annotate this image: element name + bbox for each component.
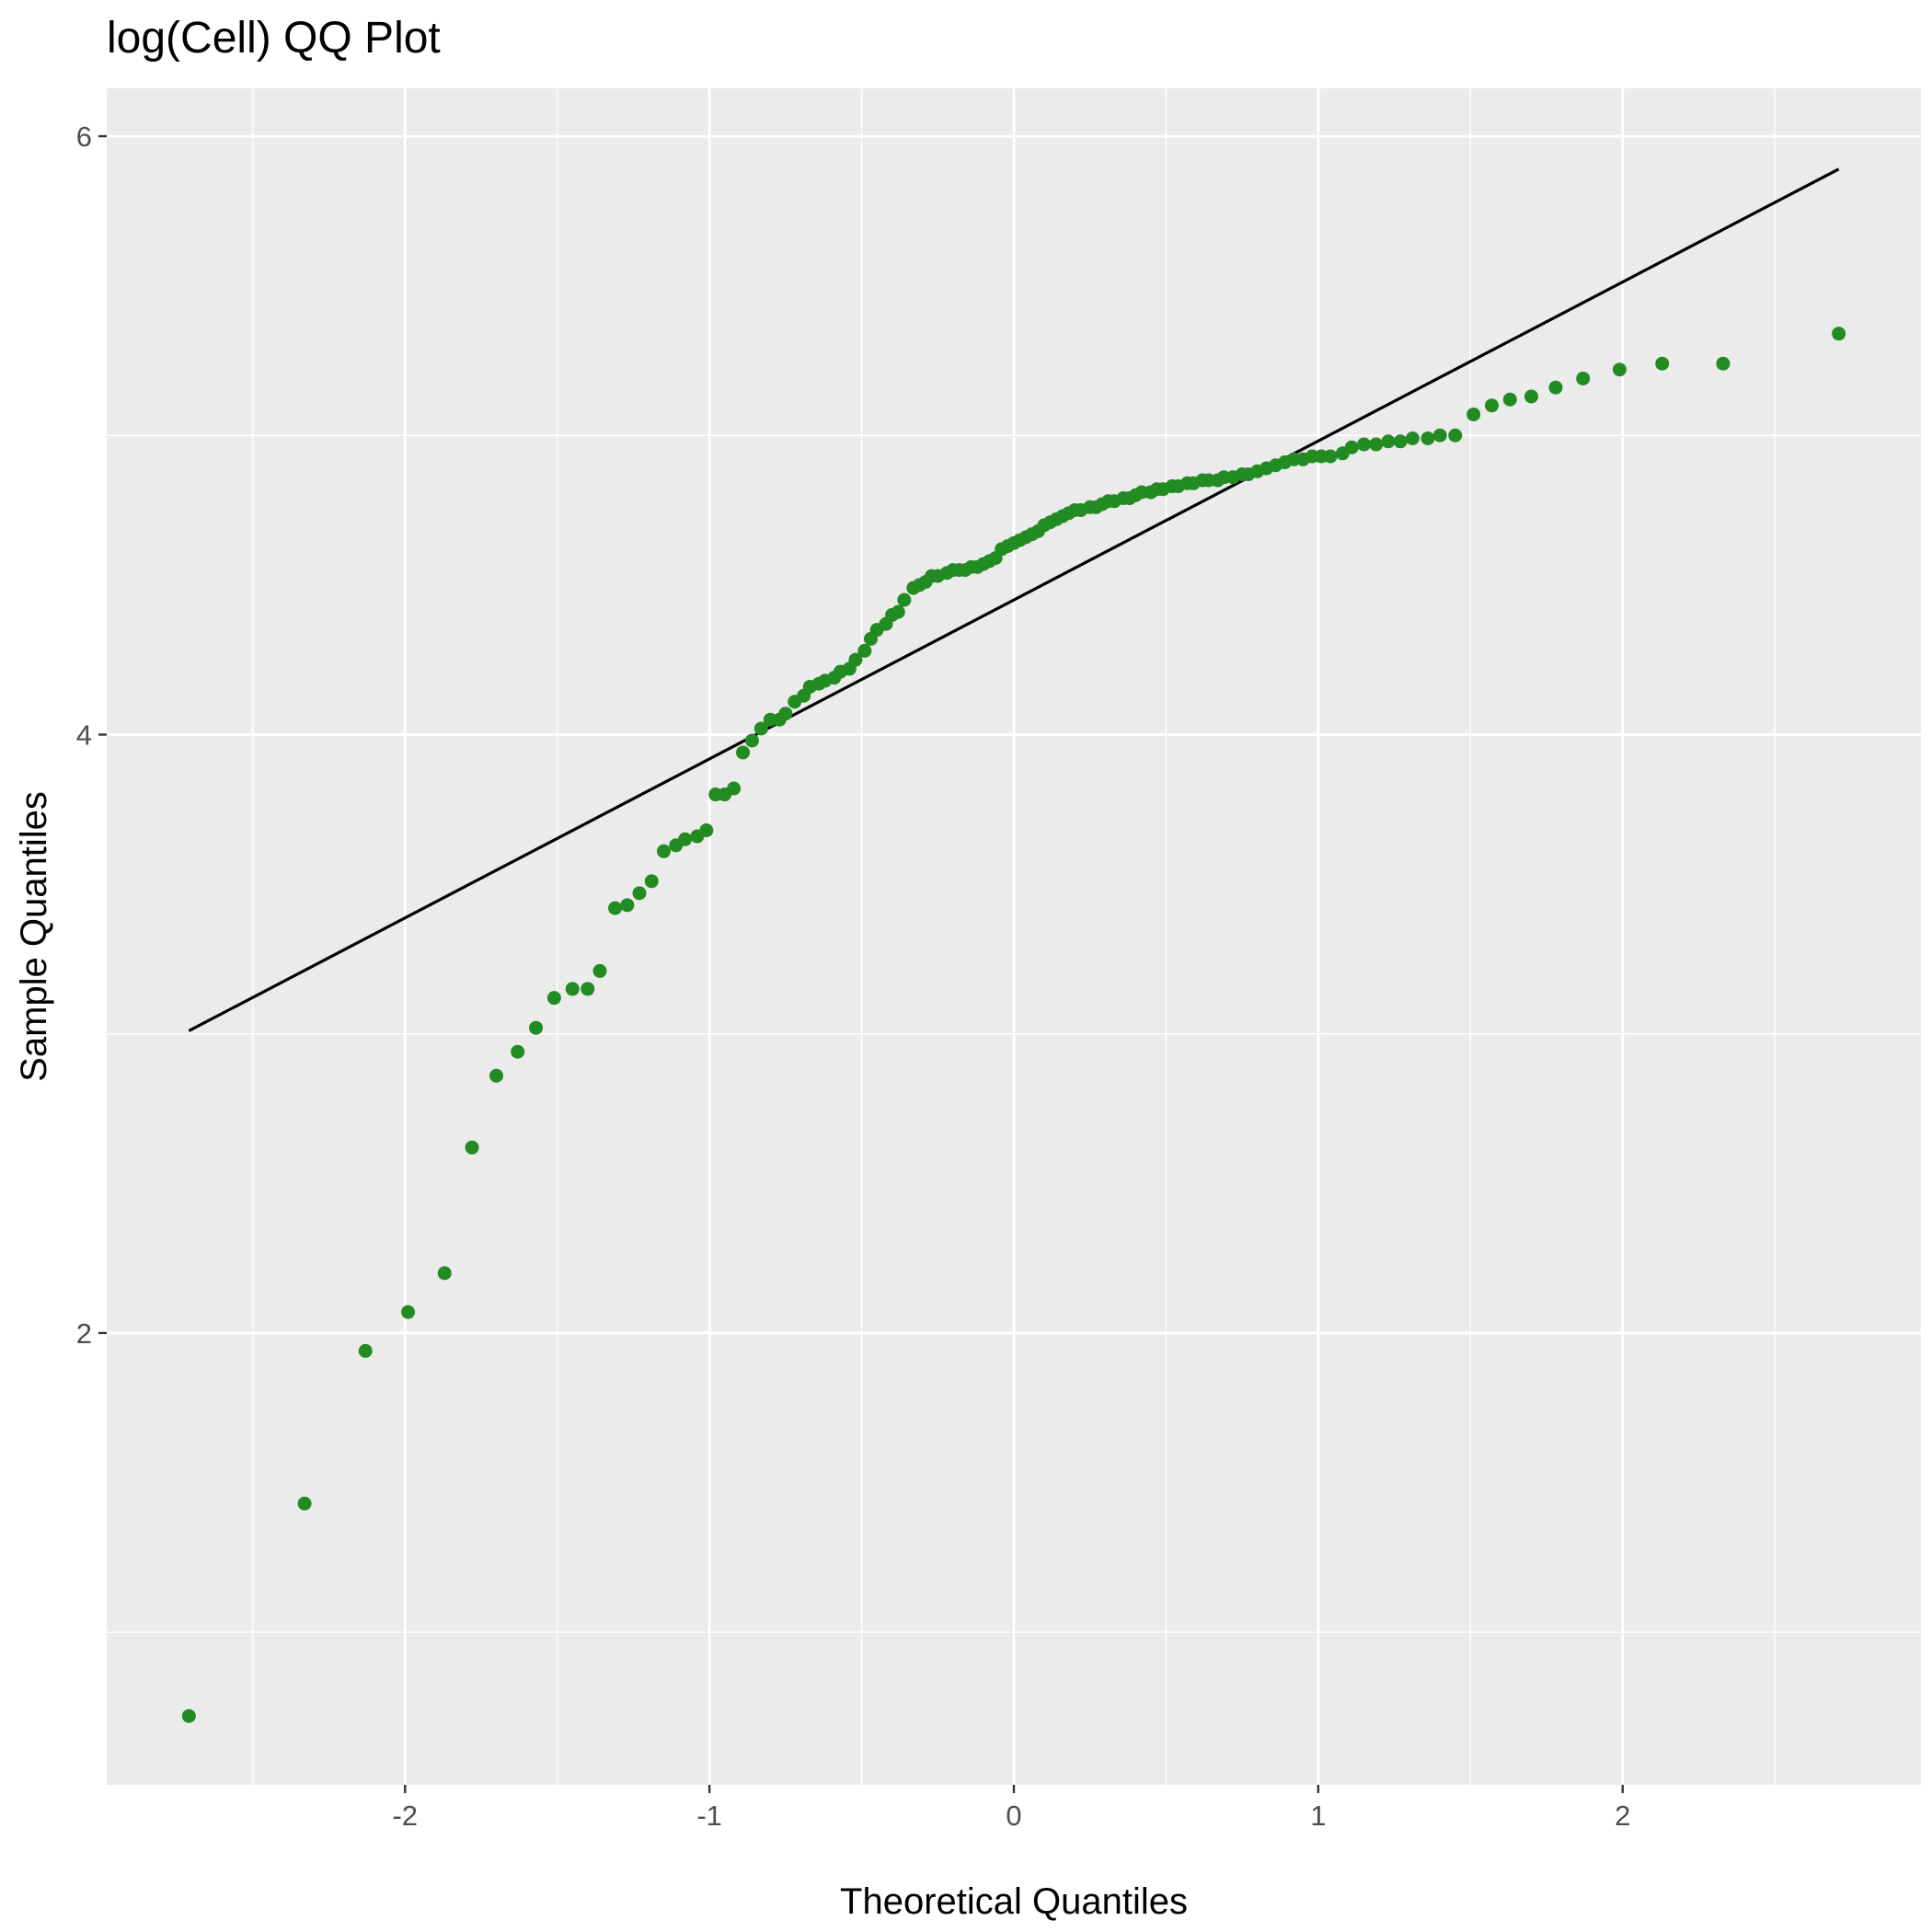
data-point (1344, 440, 1359, 454)
data-point (529, 1020, 544, 1035)
data-point (546, 991, 561, 1006)
x-tick-label: 2 (1615, 1800, 1630, 1832)
data-point (727, 781, 742, 796)
x-tick-label: 0 (1006, 1800, 1021, 1832)
reference-line (188, 167, 1840, 1032)
data-point (1832, 327, 1846, 341)
data-point (736, 745, 751, 760)
y-tick-label: 2 (76, 1317, 92, 1350)
y-axis-title: Sample Quantiles (14, 791, 54, 1082)
data-point (744, 733, 759, 748)
data-point (1502, 392, 1517, 407)
chart-title: log(Cell) QQ Plot (107, 14, 441, 63)
data-point (857, 643, 872, 658)
data-point (891, 604, 905, 619)
data-point (1548, 380, 1563, 395)
data-point (1716, 356, 1731, 371)
x-tick-label: -1 (696, 1800, 722, 1832)
data-point (1576, 371, 1591, 385)
data-point (1381, 434, 1396, 449)
data-point (181, 1708, 196, 1723)
data-point (656, 844, 671, 858)
data-point (297, 1496, 312, 1511)
data-point (1420, 431, 1435, 446)
data-point (358, 1343, 373, 1358)
grid-major (107, 88, 1921, 1785)
data-point (511, 1044, 525, 1059)
data-point (1393, 434, 1408, 449)
data-point (1655, 356, 1670, 371)
data-point (1484, 398, 1499, 413)
data-point (1466, 407, 1481, 421)
data-point (1357, 437, 1372, 452)
x-axis-title: Theoretical Quantiles (840, 1881, 1188, 1922)
data-point (1369, 437, 1384, 452)
data-point (1405, 431, 1420, 446)
data-point (1448, 428, 1463, 443)
data-point (592, 963, 607, 978)
data-point (1524, 389, 1538, 404)
data-point (437, 1266, 452, 1281)
y-tick-label: 6 (76, 121, 92, 153)
data-point (644, 874, 659, 889)
data-point (465, 1140, 479, 1155)
data-point (699, 823, 714, 838)
x-tick-label: 1 (1310, 1800, 1326, 1832)
data-point (897, 592, 912, 607)
data-point (608, 901, 623, 915)
x-axis-ticks: -2 -1 0 1 2 (392, 1785, 1630, 1832)
data-point (620, 898, 635, 913)
data-point (848, 652, 863, 667)
y-tick-label: 4 (76, 719, 92, 751)
data-point (581, 982, 595, 996)
data-point (565, 982, 580, 996)
data-point (632, 886, 647, 901)
data-point (1432, 428, 1447, 443)
data-point (753, 721, 768, 736)
y-axis-ticks: 2 4 6 (76, 121, 107, 1350)
data-point (778, 707, 793, 721)
data-point (401, 1305, 416, 1319)
data-points (181, 327, 1846, 1723)
x-tick-label: -2 (392, 1800, 418, 1832)
data-point (1612, 362, 1627, 377)
data-point (489, 1068, 504, 1083)
data-point (678, 832, 693, 846)
data-point (1323, 449, 1338, 464)
